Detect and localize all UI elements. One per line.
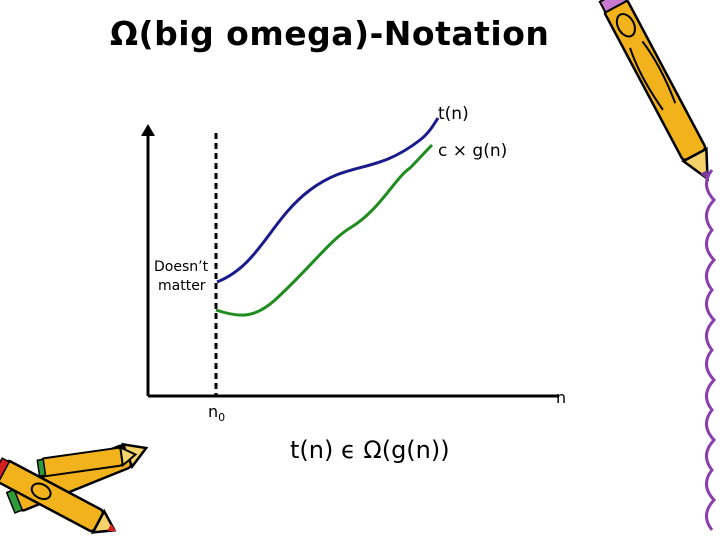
crayon-group-icon: [0, 442, 149, 534]
upper-curve: [216, 117, 440, 284]
squiggle-border: [705, 169, 717, 531]
crayon-icon: [598, 0, 709, 182]
region-label: Doesn’t matter: [154, 258, 209, 296]
threshold-label-main: n: [208, 402, 219, 421]
x-axis-label: n: [556, 388, 567, 407]
formula: t(n) ϵ Ω(g(n)): [290, 436, 450, 464]
lower-curve: [215, 143, 434, 317]
region-label-line1: Doesn’t: [154, 259, 209, 275]
y-axis-arrow-icon: [141, 124, 155, 136]
slide-title: Ω(big omega)-Notation: [110, 14, 550, 53]
region-label-line2: matter: [158, 278, 206, 294]
lower-curve-label: c × g(n): [438, 141, 508, 161]
upper-curve-label: t(n): [438, 104, 469, 124]
threshold-label-subscript: 0: [218, 411, 226, 425]
threshold-label: n0: [208, 402, 225, 424]
